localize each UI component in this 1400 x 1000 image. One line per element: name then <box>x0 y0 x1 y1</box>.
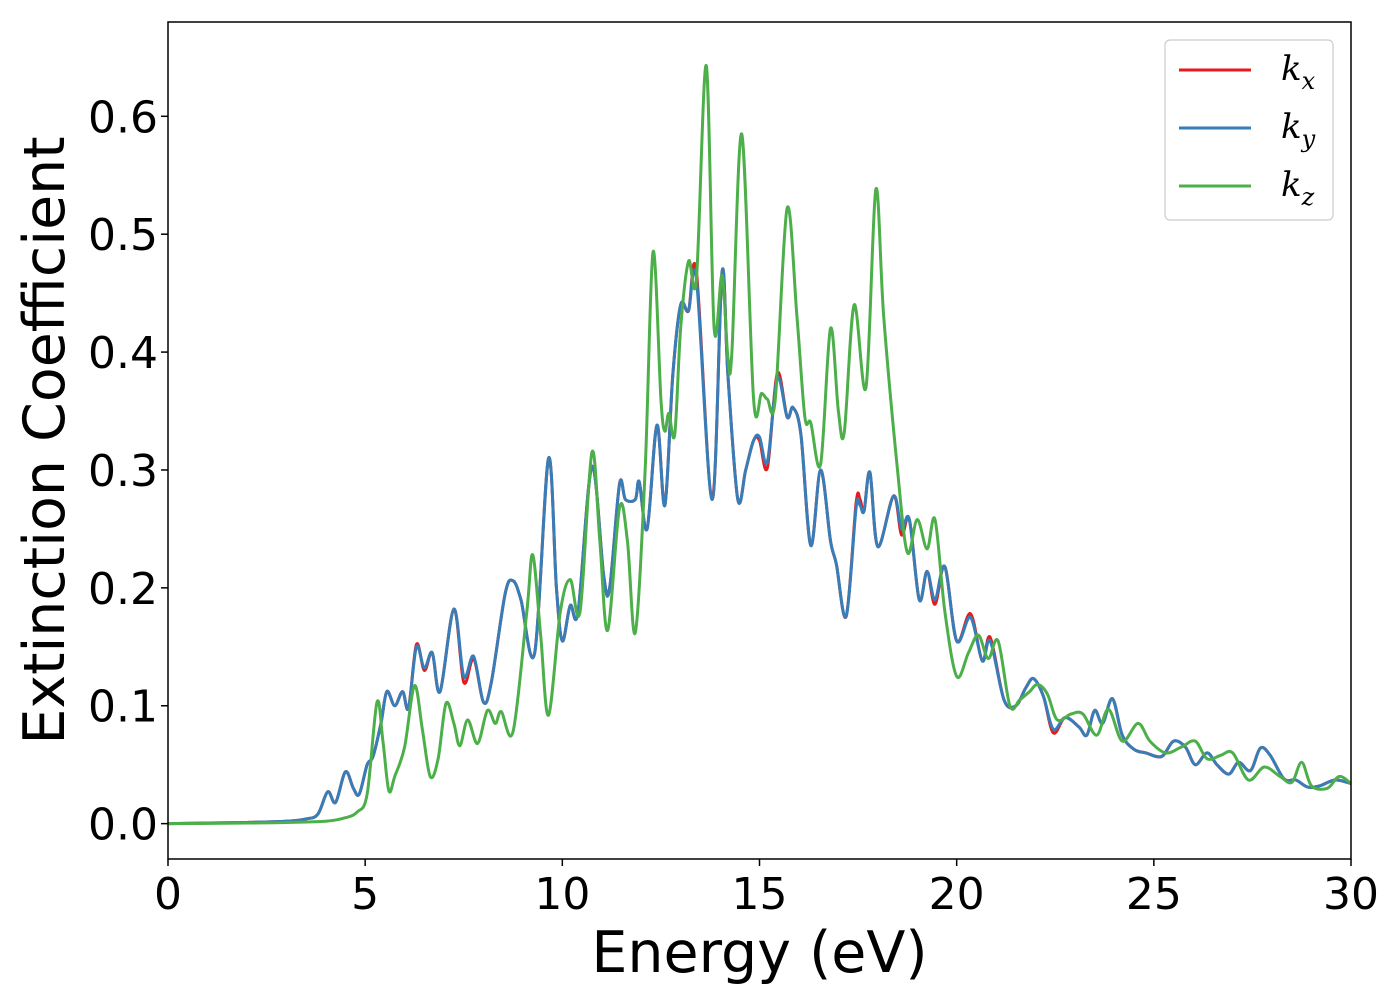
legend-label-base: k <box>1281 107 1302 147</box>
x-tick-label: 20 <box>929 869 985 920</box>
x-axis-title: Energy (eV) <box>591 920 927 986</box>
x-tick-label: 25 <box>1126 869 1182 920</box>
x-tick-label: 30 <box>1323 869 1379 920</box>
y-tick-label: 0.1 <box>88 682 158 733</box>
legend-label-subscript: x <box>1302 67 1316 95</box>
y-tick-label: 0.2 <box>88 564 158 615</box>
x-tick-label: 0 <box>154 869 182 920</box>
y-tick-label: 0.0 <box>88 800 158 851</box>
legend-box <box>1164 39 1334 221</box>
x-tick-label: 5 <box>351 869 379 920</box>
legend-label-base: k <box>1281 165 1302 205</box>
legend-label-subscript: y <box>1301 125 1316 153</box>
series-line-y <box>168 267 1351 826</box>
y-tick-label: 0.5 <box>88 210 158 261</box>
legend-label-z: kz <box>1281 165 1315 211</box>
legend-label-y: ky <box>1281 107 1316 153</box>
series-layer <box>168 64 1351 826</box>
ticks-layer: 0 5 10 15 20 25 30 0.0 0.1 0.2 0.3 0.4 0.5 0.6 <box>88 92 1379 920</box>
x-tick-label: 15 <box>732 869 788 920</box>
x-tick-label: 10 <box>534 869 590 920</box>
y-tick-label: 0.4 <box>88 328 158 379</box>
y-tick-label: 0.3 <box>88 446 158 497</box>
series-line-z <box>168 64 1351 826</box>
legend-label-x: kx <box>1281 49 1316 95</box>
legend-label-subscript: z <box>1301 183 1315 211</box>
y-axis-title: Extinction Coefficient <box>12 136 78 744</box>
y-tick-label: 0.6 <box>88 92 158 143</box>
legend-label-base: k <box>1281 49 1302 89</box>
